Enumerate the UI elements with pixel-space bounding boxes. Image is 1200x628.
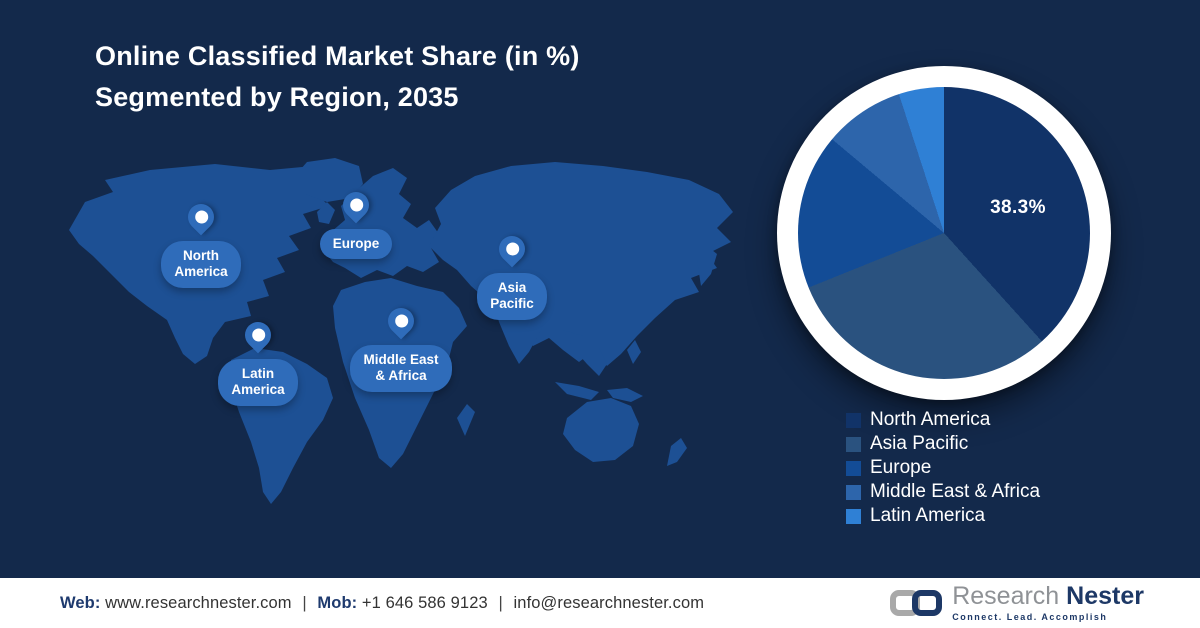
legend-item-europe: Europe [846, 457, 1040, 478]
footer-contact-text: Web: www.researchnester.com | Mob: +1 64… [60, 594, 704, 613]
pin-dot-icon [346, 195, 366, 215]
footer-separator: | [498, 593, 503, 612]
map-pin-asia-pacific: Asia Pacific [452, 230, 572, 320]
footer-web-label: Web: [60, 593, 101, 612]
map-pin-europe: Europe [296, 186, 416, 260]
legend-label: Latin America [870, 505, 986, 526]
region-label-asia-pacific: Asia Pacific [477, 273, 547, 320]
region-label-line: Pacific [490, 296, 534, 312]
pin-dot-icon [248, 325, 268, 345]
legend-item-north-america: North America [846, 409, 1040, 430]
legend-label: North America [870, 409, 991, 430]
pie-data-label: 38.3% [990, 197, 1046, 218]
logo-name-nester: Nester [1066, 582, 1144, 610]
map-pin-north-america: North America [141, 198, 261, 288]
region-label-line: America [174, 264, 228, 280]
legend-swatch [846, 484, 861, 500]
legend-label: Europe [870, 457, 932, 478]
region-label-line: Latin [241, 366, 275, 381]
legend-label: Asia Pacific [870, 433, 969, 454]
region-label-line: Europe [332, 236, 380, 251]
region-label-middle-east-africa: Middle East & Africa [350, 345, 452, 392]
region-label-line: & Africa [375, 368, 427, 384]
pie-chart: 38.3% [777, 66, 1111, 400]
footer-email: info@researchnester.com [513, 593, 705, 612]
chain-link-navy-icon [912, 590, 943, 616]
legend-label: Middle East & Africa [870, 481, 1041, 502]
logo-text: Research Nester Connect. Lead. Accomplis… [952, 584, 1144, 623]
region-label-line: America [231, 382, 285, 398]
region-label-line: Asia [497, 280, 527, 295]
footer-bar: Web: www.researchnester.com | Mob: +1 64… [0, 578, 1200, 628]
location-pin-icon [239, 316, 277, 354]
location-pin-icon [493, 230, 531, 268]
region-label-line: North [182, 248, 219, 263]
pin-dot-icon [191, 207, 211, 227]
region-label-latin-america: Latin America [218, 359, 298, 406]
page-title-line2: Segmented by Region, 2035 [95, 82, 459, 112]
logo-tagline: Connect. Lead. Accomplish [952, 612, 1108, 622]
region-label-north-america: North America [161, 241, 241, 288]
chart-legend: North America Asia Pacific Europe Middle… [846, 409, 1041, 531]
legend-item-asia-pacific: Asia Pacific [846, 433, 1040, 454]
legend-swatch [846, 412, 861, 428]
footer-web-value: www.researchnester.com [105, 593, 292, 612]
location-pin-icon [337, 186, 375, 224]
location-pin-icon [182, 198, 220, 236]
research-nester-logo: Research Nester Connect. Lead. Accomplis… [890, 584, 1144, 622]
footer-mob-value: +1 646 586 9123 [361, 593, 488, 612]
logo-name-research: Research [952, 582, 1060, 610]
map-pin-middle-east-africa: Middle East & Africa [341, 302, 461, 392]
legend-item-latin-america: Latin America [846, 505, 1040, 526]
pin-dot-icon [391, 311, 411, 331]
footer-separator: | [302, 593, 307, 612]
page-title: Online Classified Market Share (in %) Se… [95, 36, 580, 118]
legend-swatch [846, 436, 861, 452]
legend-swatch [846, 460, 861, 476]
location-pin-icon [382, 302, 420, 340]
page-title-line1: Online Classified Market Share (in %) [95, 41, 580, 71]
footer-mob-label: Mob: [317, 593, 358, 612]
logo-name: Research Nester [952, 584, 1144, 609]
map-pin-latin-america: Latin America [198, 316, 318, 406]
region-label-europe: Europe [319, 229, 393, 260]
legend-swatch [846, 508, 861, 524]
pie [798, 87, 1090, 379]
chain-links-icon [890, 587, 943, 619]
pin-dot-icon [502, 239, 522, 259]
legend-item-middle-east-africa: Middle East & Africa [846, 481, 1041, 502]
region-label-line: Middle East [363, 352, 439, 367]
